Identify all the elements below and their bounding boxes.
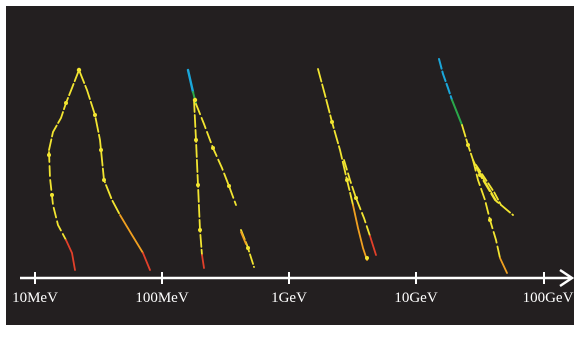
track-1b xyxy=(48,151,67,241)
track-4b xyxy=(451,99,463,126)
shower-2-dots xyxy=(192,97,250,250)
track-3c xyxy=(343,159,371,237)
track-4a xyxy=(438,58,453,101)
shower-2 xyxy=(186,68,255,269)
shower-4 xyxy=(438,58,514,274)
track-1a xyxy=(48,69,80,151)
track-1f xyxy=(142,252,151,271)
track-2g xyxy=(240,231,247,245)
track-4g xyxy=(477,169,498,203)
track-3d xyxy=(369,235,377,256)
track-2d xyxy=(201,254,205,269)
dark-background xyxy=(6,6,574,325)
energy-axis: 10MeV 100MeV 1GeV 10GeV 100GeV xyxy=(12,268,575,306)
track-2e xyxy=(195,103,237,206)
shower-1 xyxy=(47,67,151,271)
track-2a xyxy=(186,68,195,94)
tick-label-1gev: 1GeV xyxy=(271,290,307,306)
track-4d xyxy=(472,159,501,259)
track-3a xyxy=(317,68,354,206)
track-1e xyxy=(119,214,144,254)
track-4f xyxy=(475,164,502,206)
shower-4-dots xyxy=(466,143,492,222)
track-1c xyxy=(65,239,76,271)
track-4c xyxy=(461,124,514,216)
tick-label-10gev: 10GeV xyxy=(394,290,437,306)
tick-label-100gev: 100GeV xyxy=(523,290,574,306)
track-3b xyxy=(352,204,368,261)
tick-label-100mev: 100MeV xyxy=(135,290,188,306)
tick-label-10mev: 10MeV xyxy=(12,290,58,306)
track-4e xyxy=(499,257,508,274)
axis-arrowhead xyxy=(559,268,575,288)
shower-3 xyxy=(317,68,377,261)
shower-1-dots xyxy=(47,67,106,197)
shower-3-dots xyxy=(330,120,369,260)
track-1d xyxy=(78,69,121,216)
